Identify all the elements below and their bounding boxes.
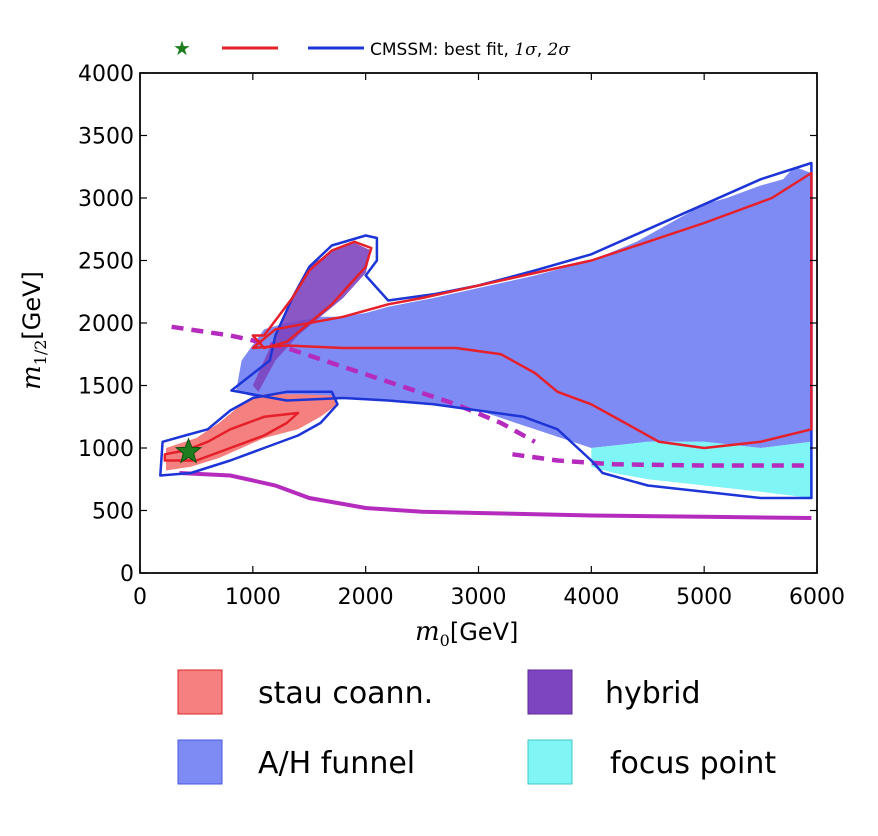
y-tick-label: 4000 bbox=[78, 62, 134, 87]
plot-area: 0 1000 2000 3000 4000 5000 6000 0 500 1000 1500 200… bbox=[78, 62, 845, 610]
boundary-dashed-upper bbox=[171, 324, 536, 444]
x-tick-label: 5000 bbox=[676, 585, 732, 610]
x-tick-label: 2000 bbox=[338, 585, 394, 610]
y-tick-label: 3500 bbox=[78, 125, 134, 150]
y-axis-label: m1/2[GeV] bbox=[17, 271, 50, 390]
legend-swatch-funnel bbox=[177, 739, 223, 785]
contour-2sigma-0 bbox=[230, 161, 813, 500]
top-legend-text: CMSSM: best fit, bbox=[370, 40, 514, 60]
top-legend-sigma1: 1σ bbox=[514, 40, 537, 60]
y-tick-label: 1000 bbox=[78, 437, 134, 462]
top-legend-label: CMSSM: best fit, 1σ, 2σ bbox=[370, 40, 570, 60]
x-tick-label: 0 bbox=[133, 585, 147, 610]
best-fit-legend-marker: ★ bbox=[173, 36, 191, 60]
best-fit-star-icon bbox=[174, 437, 203, 464]
x-tick-label: 3000 bbox=[451, 585, 507, 610]
svg-text:m1/2[GeV]: m1/2[GeV] bbox=[17, 271, 50, 390]
y-tick-label: 2500 bbox=[78, 250, 134, 275]
region-funnel bbox=[235, 166, 812, 449]
legend-swatch-hybrid bbox=[527, 669, 573, 715]
y-tick-label: 1500 bbox=[78, 375, 134, 400]
legend-label-funnel: A/H funnel bbox=[258, 746, 415, 781]
legend-label-stau: stau coann. bbox=[258, 676, 433, 711]
legend-label-hybrid: hybrid bbox=[605, 676, 701, 711]
y-tick-label: 3000 bbox=[78, 187, 134, 212]
x-axis-label: m0[GeV] bbox=[415, 617, 518, 650]
legend-swatch-focus bbox=[527, 739, 573, 785]
y-tick-label: 2000 bbox=[78, 312, 134, 337]
contour-1sigma-1 bbox=[251, 171, 813, 450]
top-legend-separator: , bbox=[537, 40, 548, 60]
x-tick-label: 4000 bbox=[563, 585, 619, 610]
top-legend: ★ CMSSM: best fit, 1σ, 2σ bbox=[173, 36, 570, 60]
y-tick-label: 0 bbox=[120, 562, 134, 587]
boundary-dashed-lower bbox=[512, 452, 812, 468]
x-tick-label: 1000 bbox=[225, 585, 281, 610]
region-hybrid bbox=[252, 243, 372, 392]
y-tick-label: 500 bbox=[92, 500, 134, 525]
region-legend: stau coann. hybrid A/H funnel focus poin… bbox=[177, 669, 776, 785]
x-tick-label: 6000 bbox=[789, 585, 845, 610]
legend-label-focus: focus point bbox=[610, 746, 776, 781]
legend-swatch-stau bbox=[177, 669, 223, 715]
contour-2sigma-1 bbox=[159, 390, 339, 477]
boundary-solid-line bbox=[179, 471, 812, 520]
region-focus-point bbox=[591, 441, 812, 498]
top-legend-sigma2: 2σ bbox=[547, 40, 571, 60]
